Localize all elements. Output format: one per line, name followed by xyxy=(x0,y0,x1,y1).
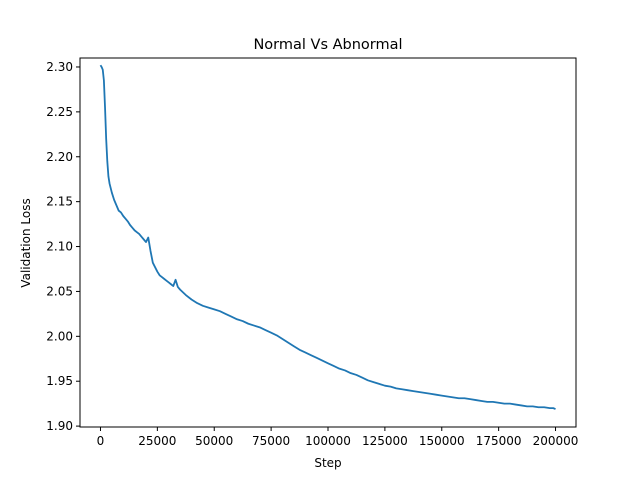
x-tick-label: 175000 xyxy=(476,434,522,448)
y-tick-label: 1.95 xyxy=(46,374,73,388)
x-tick-label: 25000 xyxy=(138,434,176,448)
x-tick-label: 0 xyxy=(97,434,105,448)
x-tick-label: 150000 xyxy=(419,434,465,448)
y-tick-label: 2.15 xyxy=(46,195,73,209)
y-axis-label: Validation Loss xyxy=(19,198,33,287)
y-tick-label: 2.25 xyxy=(46,105,73,119)
x-tick-label: 75000 xyxy=(252,434,290,448)
x-tick-label: 125000 xyxy=(362,434,408,448)
y-tick-label: 2.10 xyxy=(46,240,73,254)
chart-title: Normal Vs Abnormal xyxy=(253,37,402,53)
y-tick-label: 2.20 xyxy=(46,150,73,164)
x-axis-label: Step xyxy=(314,456,341,470)
y-tick-label: 1.90 xyxy=(46,419,73,433)
plot-area: 0 25000 50000 75000 100000 125000 150000 175000… xyxy=(46,57,579,448)
x-tick-label: 200000 xyxy=(533,434,579,448)
y-tick-label: 2.30 xyxy=(46,60,73,74)
y-tick-label: 2.05 xyxy=(46,284,73,298)
x-tick-label: 50000 xyxy=(195,434,233,448)
series-line-0 xyxy=(99,64,556,410)
y-tick-label: 2.00 xyxy=(46,329,73,343)
x-tick-label: 100000 xyxy=(305,434,351,448)
